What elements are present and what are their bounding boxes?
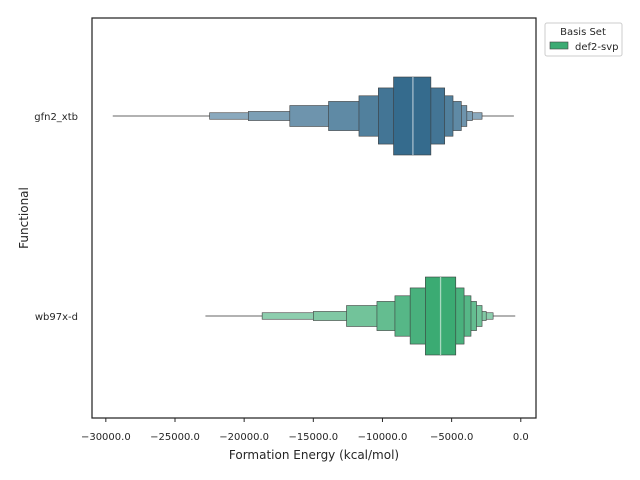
y-tick-label: wb97x-d	[35, 312, 78, 323]
legend-entry-def2-svp: def2-svp	[575, 42, 618, 53]
x-tick-label: 0.0	[513, 432, 529, 443]
boxen-gfn2_xtb	[112, 76, 514, 156]
legend-title: Basis Set	[560, 27, 606, 38]
legend-swatch-def2-svp	[549, 41, 569, 50]
legend: Basis Set def2-svp	[544, 22, 623, 57]
x-tick-label: −15000.0	[288, 432, 338, 443]
y-axis-categories: gfn2_xtb wb97x-d	[34, 112, 78, 323]
x-tick-label: −30000.0	[81, 432, 131, 443]
boxen-level-1	[393, 76, 432, 156]
x-tick-label: −10000.0	[358, 432, 408, 443]
x-axis-ticks: −30000.0 −25000.0 −20000.0 −15000.0 −10000.0…	[81, 418, 529, 443]
x-tick-label: −5000.0	[430, 432, 473, 443]
y-axis-label: Functional	[17, 187, 31, 249]
x-tick-label: −20000.0	[219, 432, 269, 443]
boxen-wb97x-d	[205, 276, 516, 356]
x-tick-label: −25000.0	[150, 432, 200, 443]
plot-area	[112, 76, 516, 356]
axes-frame	[91, 17, 537, 419]
x-axis-label: Formation Energy (kcal/mol)	[229, 448, 399, 462]
y-tick-label: gfn2_xtb	[34, 112, 78, 123]
